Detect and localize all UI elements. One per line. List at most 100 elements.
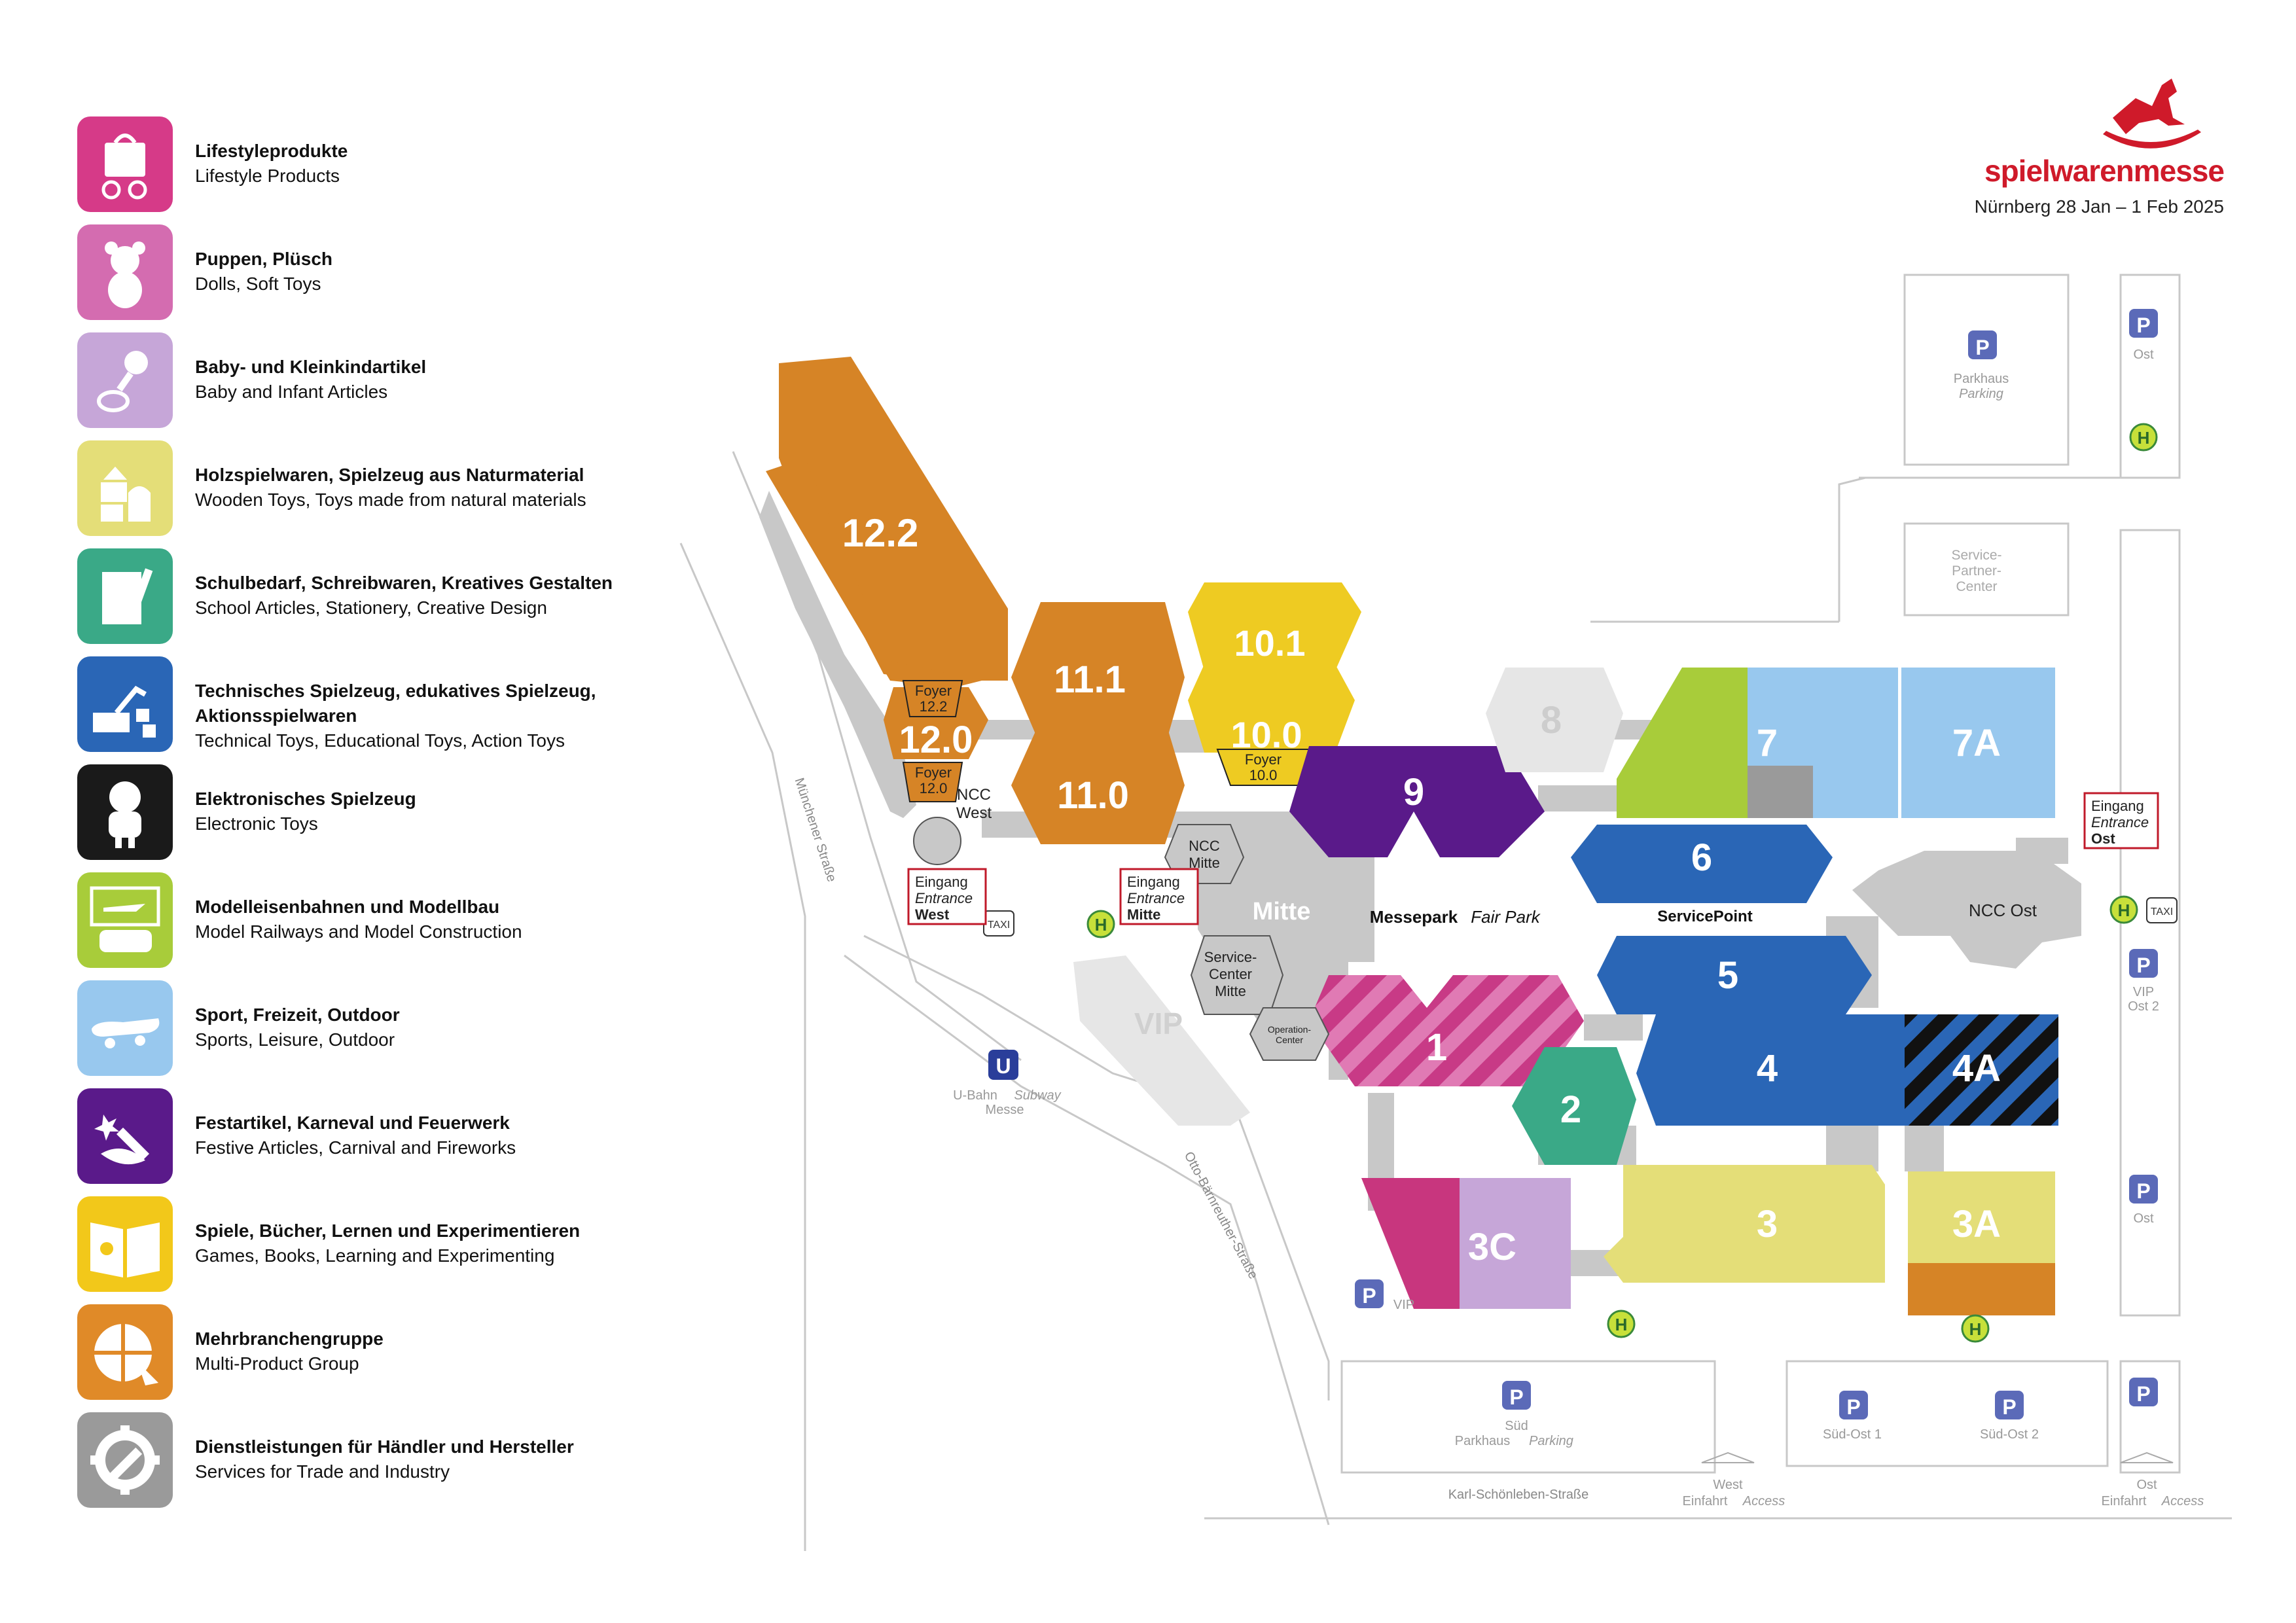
- legend-text: Holzspielwaren, Spielzeug aus Naturmater…: [195, 463, 692, 512]
- svg-text:Messe: Messe: [986, 1103, 1024, 1117]
- label-line: Center: [1209, 966, 1252, 982]
- parking-vip-south[interactable]: P VIP: [1355, 1279, 1414, 1312]
- book-flask-icon: [77, 1196, 173, 1292]
- svg-text:P: P: [2136, 1382, 2150, 1406]
- parking-sued-ost-1[interactable]: P Süd-Ost 1: [1823, 1391, 1882, 1442]
- hall-10-0[interactable]: [1188, 664, 1355, 753]
- svg-text:Entrance: Entrance: [1127, 890, 1185, 906]
- parking-ost-south[interactable]: P Ost: [2129, 1175, 2158, 1226]
- skateboard-icon: [77, 980, 173, 1076]
- hall-5-label: 5: [1717, 954, 1738, 997]
- hall-4a-label: 4A: [1952, 1047, 2001, 1090]
- svg-text:P: P: [1362, 1284, 1376, 1308]
- svg-text:U: U: [996, 1054, 1011, 1078]
- hall-6[interactable]: [1571, 825, 1833, 903]
- access-ost[interactable]: Ost Einfahrt Access: [2102, 1452, 2204, 1508]
- operation-center: [1249, 1007, 1330, 1061]
- hall-12-2[interactable]: [779, 357, 1008, 681]
- hall-3c-label: 3C: [1468, 1226, 1516, 1268]
- bus-stop-south-3a[interactable]: H: [1961, 1314, 1990, 1343]
- svg-text:Parking: Parking: [1529, 1434, 1573, 1448]
- rocking-horse-logo-icon: [2103, 79, 2201, 149]
- vip-area: [1073, 955, 1250, 1126]
- svg-text:Access: Access: [1742, 1494, 1785, 1508]
- legend-item: Lifestyleprodukte Lifestyle Products: [77, 116, 679, 212]
- parkhaus-sued[interactable]: P Süd Parkhaus Parking: [1455, 1381, 1573, 1448]
- hall-3c-pink[interactable]: [1361, 1178, 1460, 1309]
- ncc-ost[interactable]: [1852, 838, 2081, 969]
- svg-text:VIP: VIP: [1393, 1298, 1414, 1312]
- service-center-label: Service-Center Mitte: [1204, 949, 1257, 999]
- svg-text:Mitte: Mitte: [1127, 906, 1160, 923]
- hall-1-label: 1: [1426, 1026, 1447, 1069]
- legend-label-de: Puppen, Plüsch: [195, 249, 333, 269]
- bus-stop-mitte[interactable]: H: [1086, 910, 1115, 938]
- hall-4a[interactable]: [1905, 1014, 2058, 1126]
- hall-4[interactable]: [1636, 1014, 1905, 1126]
- ncc-ost-label: NCC Ost: [1969, 901, 2037, 920]
- taxi-ost[interactable]: TAXI: [2146, 897, 2178, 923]
- hall-3c[interactable]: [1460, 1178, 1571, 1309]
- entrance-west[interactable]: Eingang Entrance West: [907, 868, 987, 925]
- hall-11-0[interactable]: [1011, 720, 1185, 844]
- legend-text: Festartikel, Karneval und Feuerwerk Festi…: [195, 1111, 692, 1160]
- legend-label-de: Holzspielwaren, Spielzeug aus Naturmater…: [195, 465, 584, 485]
- legend-label-de: Sport, Freizeit, Outdoor: [195, 1005, 400, 1025]
- svg-text:H: H: [1969, 1319, 1982, 1339]
- parkhaus-north[interactable]: P Parkhaus Parking: [1954, 330, 2009, 401]
- parking-sued-ost-2[interactable]: P Süd-Ost 2: [1980, 1391, 2039, 1442]
- ubahn-messe[interactable]: U U-Bahn Subway Messe: [953, 1050, 1062, 1117]
- legend-label-de: Lifestyleprodukte: [195, 141, 348, 161]
- svg-text:Süd-Ost 1: Süd-Ost 1: [1823, 1427, 1882, 1442]
- bus-stop-south-3c[interactable]: H: [1607, 1310, 1636, 1338]
- legend-item: Puppen, Plüsch Dolls, Soft Toys: [77, 224, 679, 320]
- ncc-west-label: NCC West: [956, 786, 992, 822]
- legend-label-en: Sports, Leisure, Outdoor: [195, 1029, 395, 1050]
- legend-text: Technisches Spielzeug, edukatives Spielz…: [195, 679, 692, 753]
- halls: 12.2 12.0 11.1 11.0 10.1 10.0 9 8 7 7A 6…: [766, 357, 2081, 1315]
- hall-7-green[interactable]: [1617, 668, 1748, 818]
- label-line: Foyer: [915, 683, 952, 699]
- svg-text:Ost: Ost: [2091, 830, 2115, 847]
- hall-7a[interactable]: [1901, 668, 2055, 818]
- svg-text:Süd: Süd: [1505, 1419, 1528, 1433]
- access-west[interactable]: West Einfahrt Access: [1683, 1452, 1785, 1508]
- ncc-mitte-label: NCC Mitte: [1189, 838, 1220, 871]
- legend-item: Spiele, Bücher, Lernen und Experimentier…: [77, 1196, 679, 1292]
- bus-stop-ost[interactable]: H: [2109, 895, 2138, 924]
- hall-2[interactable]: [1512, 1047, 1636, 1165]
- hall-5[interactable]: [1597, 936, 1872, 1014]
- hall-10-0-label: 10.0: [1231, 714, 1302, 755]
- legend-label-en: Games, Books, Learning and Experimenting: [195, 1245, 555, 1266]
- label-line: West: [956, 804, 992, 822]
- parking-sued-ost-bus[interactable]: P: [2129, 1378, 2158, 1406]
- hall-8[interactable]: [1486, 668, 1623, 772]
- hall-10-1[interactable]: [1188, 582, 1361, 671]
- legend-label-en: Multi-Product Group: [195, 1353, 359, 1374]
- legend-label-en: Wooden Toys, Toys made from natural mate…: [195, 490, 586, 510]
- legend-text: Baby- und Kleinkindartikel Baby and Infan…: [195, 355, 692, 404]
- hall-3[interactable]: [1604, 1165, 1885, 1283]
- parking-vip-ost2[interactable]: P VIP Ost 2: [2128, 949, 2159, 1014]
- legend-label-en: Festive Articles, Carnival and Fireworks: [195, 1137, 516, 1158]
- label-line: 10.0: [1249, 767, 1278, 783]
- hall-1[interactable]: [1309, 975, 1584, 1086]
- transit-markers: P Parkhaus Parking P Ost H H TAXI P VIP O…: [953, 309, 2204, 1508]
- svg-text:P: P: [1846, 1395, 1860, 1419]
- label-line: Center: [1276, 1035, 1303, 1045]
- entrance-mitte[interactable]: Eingang Entrance Mitte: [1119, 868, 1199, 925]
- hall-9[interactable]: [1289, 746, 1545, 857]
- svg-text:H: H: [2138, 428, 2150, 448]
- svg-text:TAXI: TAXI: [988, 919, 1010, 931]
- hall-11-1[interactable]: [1011, 602, 1185, 746]
- hall-3a[interactable]: [1908, 1171, 2055, 1263]
- bus-stop-north[interactable]: H: [2129, 423, 2158, 452]
- parking-ost-north[interactable]: P Ost: [2129, 309, 2158, 362]
- hall-11-1-label: 11.1: [1054, 658, 1126, 701]
- entrance-ost[interactable]: Eingang Entrance Ost: [2083, 792, 2159, 849]
- svg-text:U-Bahn: U-Bahn: [953, 1088, 997, 1103]
- taxi-west[interactable]: TAXI: [983, 910, 1014, 936]
- svg-text:H: H: [1615, 1315, 1628, 1334]
- legend-item: Dienstleistungen für Händler und Herstel…: [77, 1412, 679, 1508]
